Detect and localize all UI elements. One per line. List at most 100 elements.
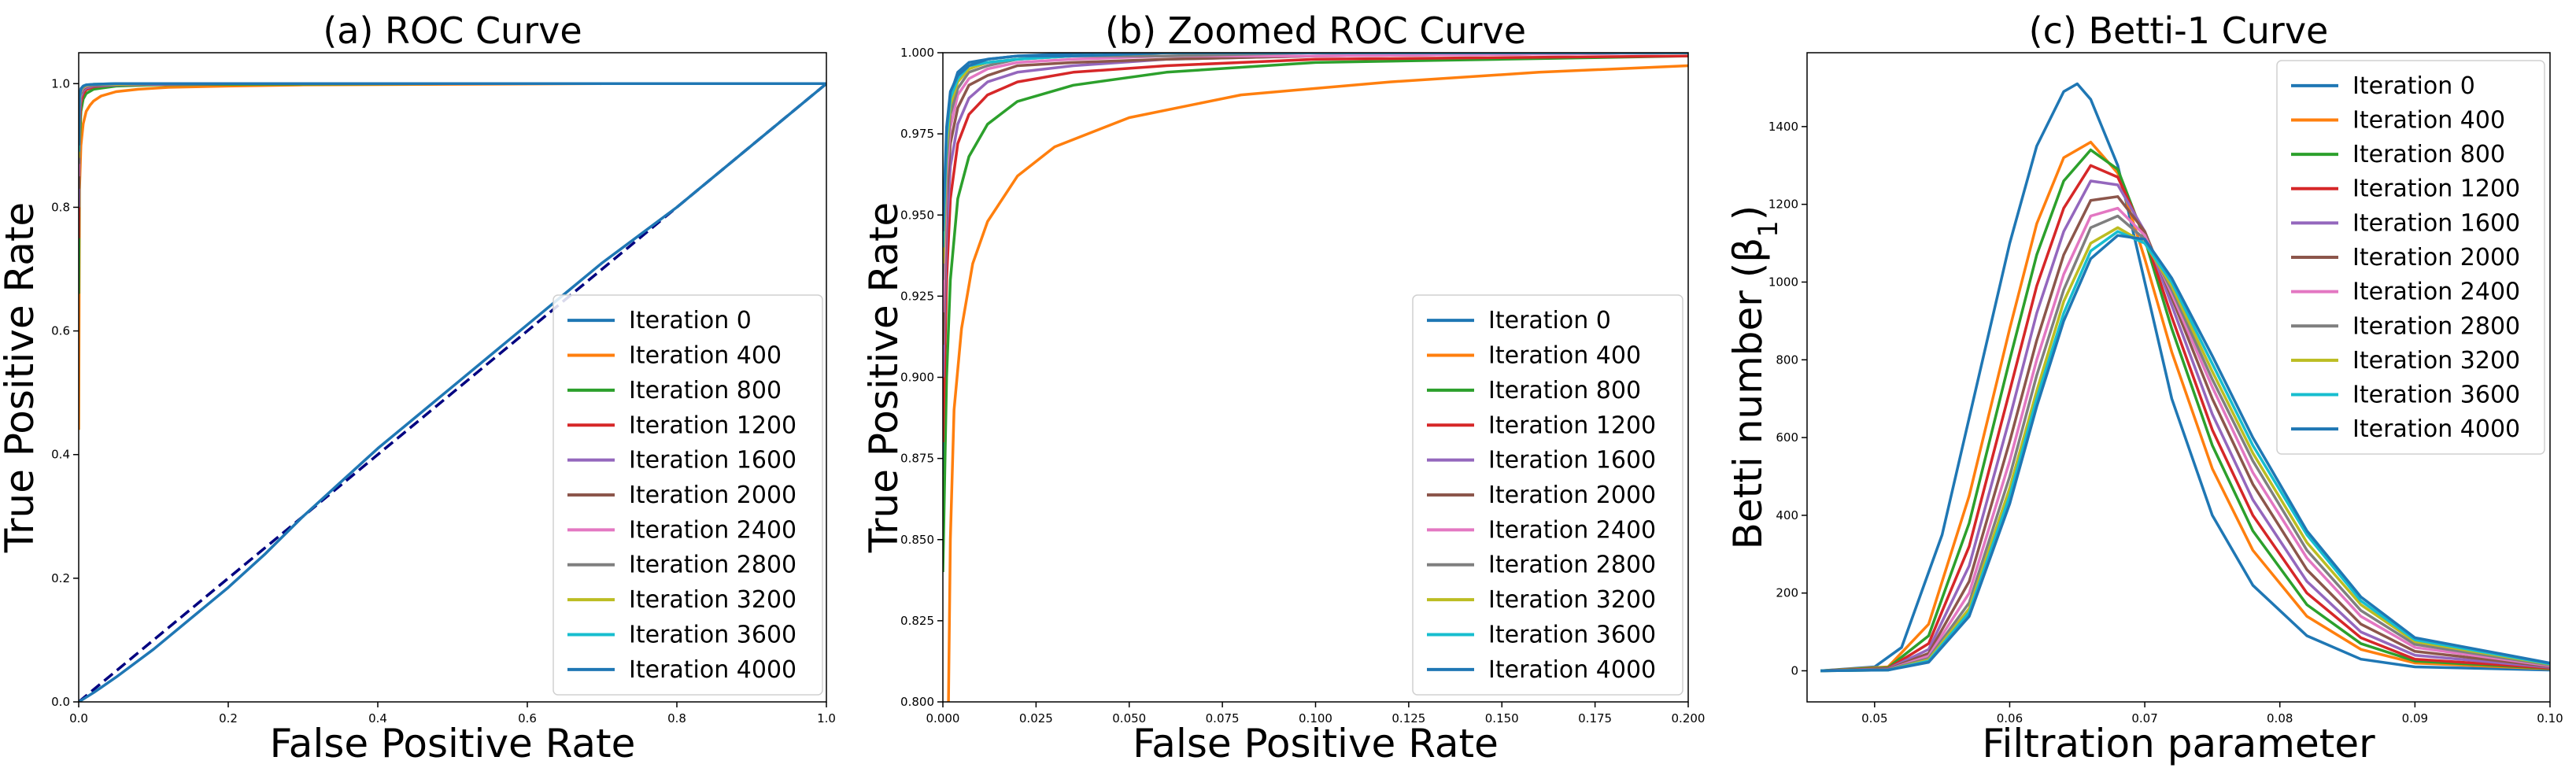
legend-entry-label: Iteration 0 [1488,307,1611,334]
legend-entry-label: Iteration 0 [2352,72,2475,100]
series-line-9 [1820,230,2550,673]
legend-box [2276,60,2545,455]
series-line-6 [79,82,826,177]
legend-entry-label: Iteration 2400 [2352,279,2520,306]
y-tick-label: 400 [1776,508,1798,522]
series-line-9 [79,82,826,152]
y-tick-label: 0 [1791,663,1798,677]
legend-entry-label: Iteration 4000 [1488,656,1656,684]
legend-entry-label: Iteration 2800 [1488,552,1656,579]
legend-entry-label: Iteration 2800 [629,552,796,579]
chart-panel-1: (b) Zoomed ROC Curve False Positive Rate T… [861,9,1705,766]
legend-entry-label: Iteration 1200 [2352,175,2520,203]
series-line-8 [943,53,1688,264]
legend-entry-label: Iteration 400 [1488,342,1641,370]
series-line-4 [79,82,826,208]
y-tick-label: 0.800 [900,695,934,709]
legend-entry-label: Iteration 3200 [629,586,796,614]
x-tick-label: 0.100 [1299,711,1332,725]
series-line-8 [1820,226,2550,673]
series-line-3 [79,82,826,238]
y-tick-label: 0.6 [51,324,70,338]
x-tick-label: 0.025 [1019,711,1053,725]
y-axis-label: Betti number (β1) [1725,205,1784,550]
y-axis-label: True Positive Rate [861,202,907,553]
y-tick-label: 0.825 [900,614,934,628]
x-tick-label: 0.4 [368,711,387,725]
y-tick-label: 800 [1776,353,1798,367]
series-line-2 [79,82,826,294]
series-line-3 [943,54,1688,443]
x-tick-label: 0.075 [1206,711,1240,725]
legend-entry-label: Iteration 2800 [2352,312,2520,340]
series-line-5 [79,82,826,189]
legend-entry-label: Iteration 3600 [1488,621,1656,648]
y-tick-label: 0.0 [51,695,70,709]
legend-entry-label: Iteration 1200 [1488,412,1656,439]
y-tick-label: 1200 [1768,198,1798,212]
series-line-0 [1820,82,2550,673]
plot-area [1820,82,2550,673]
y-tick-label: 200 [1776,586,1798,600]
x-tick-label: 0.175 [1578,711,1612,725]
legend-entry-label: Iteration 3200 [1488,586,1656,614]
series-line-10 [1820,234,2550,673]
y-axis-label-subscript: 1 [1753,220,1784,238]
legend-box [553,294,823,696]
x-tick-label: 0.06 [1997,711,2023,725]
x-tick-label: 0.0 [69,711,88,725]
x-tick-label: 0.6 [518,711,537,725]
x-tick-label: 0.2 [219,711,238,725]
series-line-10 [79,82,826,146]
series-line-0 [79,82,826,702]
y-tick-label: 1.000 [900,46,934,60]
legend-entry-label: Iteration 3200 [2352,347,2520,375]
x-tick-label: 0.125 [1391,711,1425,725]
legend-entry-label: Iteration 4000 [2352,415,2520,443]
legend-entry-label: Iteration 2400 [629,516,796,544]
chart-title: (c) Betti-1 Curve [2029,9,2329,52]
series-line-4 [1820,179,2550,673]
series-line-1 [1820,140,2550,673]
chart-panel-2: (c) Betti-1 Curve Filtration parameter Bet… [1725,9,2563,766]
x-tick-label: 0.05 [1861,711,1887,725]
axes-frame [942,52,1689,703]
legend-entry-label: Iteration 400 [629,342,782,370]
legend-entry-label: Iteration 2400 [1488,516,1656,544]
legend-entry-label: Iteration 400 [2352,106,2505,134]
axes-frame [78,52,827,703]
y-tick-label: 0.925 [900,289,934,303]
y-tick-label: 600 [1776,430,1798,445]
series-line-5 [943,53,1688,345]
legend-entry-label: Iteration 2000 [629,482,796,509]
series-line-7 [943,53,1688,280]
y-tick-label: 1000 [1768,275,1798,289]
series-line-8 [79,82,826,158]
legend-entry-label: Iteration 1600 [1488,447,1656,474]
legend-entry-label: Iteration 4000 [629,656,796,684]
legend-entry-label: Iteration 2000 [1488,482,1656,509]
x-tick-label: 0.10 [2537,711,2563,725]
series-line-5 [1820,195,2550,673]
legend-entry-label: Iteration 800 [1488,377,1641,404]
series-line-2 [1820,148,2550,673]
x-tick-label: 1.0 [817,711,836,725]
x-tick-label: 0.07 [2131,711,2157,725]
x-tick-label: 0.050 [1112,711,1146,725]
x-axis-label: Filtration parameter [1982,721,2375,766]
series-line-1 [947,64,1688,702]
x-tick-label: 0.08 [2267,711,2293,725]
axes-frame [1806,52,2551,703]
y-tick-label: 0.850 [900,533,934,547]
series-line-7 [1820,214,2550,673]
x-tick-label: 0.200 [1672,711,1706,725]
legend-box [1412,294,1683,696]
y-tick-label: 0.975 [900,127,934,141]
y-tick-label: 0.4 [51,448,70,462]
legend-entry-label: Iteration 3600 [2352,382,2520,409]
plot-area [943,53,1688,702]
y-axis-label: True Positive Rate [0,202,43,553]
legend-entry-label: Iteration 1200 [629,412,796,439]
x-axis-label: False Positive Rate [1133,721,1499,766]
chart-title: (a) ROC Curve [323,9,582,52]
